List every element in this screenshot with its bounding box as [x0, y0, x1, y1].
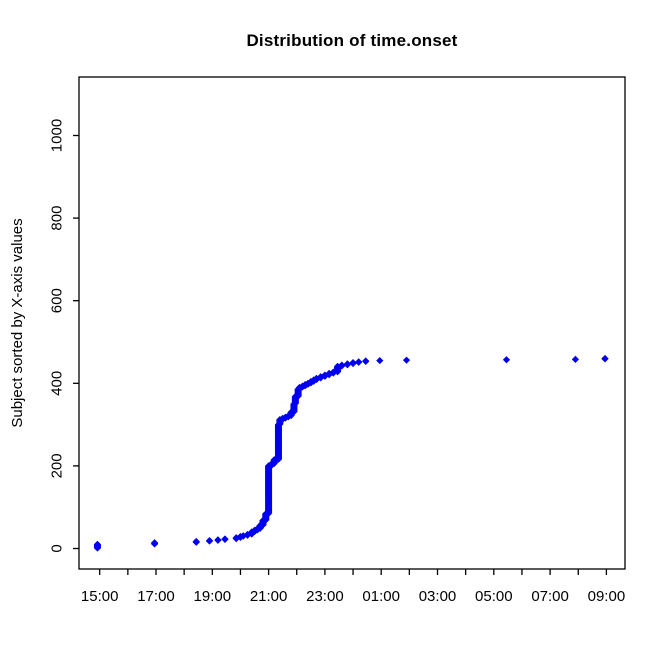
data-point-marker [349, 359, 357, 367]
data-point-marker [502, 356, 511, 364]
y-tick-label: 1000 [49, 119, 66, 152]
data-point-marker [243, 530, 252, 539]
x-tick-label: 03:00 [419, 588, 457, 605]
data-point-marker [321, 371, 329, 379]
x-tick-label: 17:00 [137, 588, 175, 605]
y-tick-label: 0 [49, 544, 66, 552]
data-point-marker [376, 356, 384, 365]
x-tick-label: 07:00 [531, 588, 569, 605]
x-tick-label: 09:00 [588, 588, 626, 605]
data-point-marker [362, 357, 370, 365]
x-tick-label: 01:00 [362, 588, 400, 605]
data-point-marker [214, 536, 222, 544]
data-point-marker [329, 368, 337, 376]
y-tick-label: 600 [49, 288, 66, 313]
data-point-marker [232, 534, 240, 542]
data-point-marker [402, 356, 411, 364]
x-tick-label: 23:00 [306, 588, 344, 605]
data-point-marker [355, 358, 363, 366]
data-point-marker [338, 361, 346, 369]
x-tick-label: 21:00 [250, 588, 288, 605]
y-tick-label: 200 [49, 453, 66, 478]
y-tick-label: 800 [49, 206, 66, 231]
data-point-marker [343, 360, 352, 368]
y-tick-label: 400 [49, 371, 66, 396]
data-point-marker [192, 537, 200, 546]
data-point-marker [571, 355, 580, 363]
x-tick-label: 05:00 [475, 588, 513, 605]
data-point-marker [93, 540, 102, 548]
data-point-marker [317, 373, 325, 381]
data-point-marker [150, 539, 159, 547]
plot-border [78, 76, 626, 570]
data-point-marker [601, 354, 609, 363]
chart-title: Distribution of time.onset [246, 31, 458, 50]
x-tick-label: 19:00 [194, 588, 232, 605]
data-point-marker [221, 535, 229, 543]
data-point-marker [205, 537, 214, 545]
data-point-marker [239, 532, 247, 540]
x-tick-label: 15:00 [81, 588, 119, 605]
